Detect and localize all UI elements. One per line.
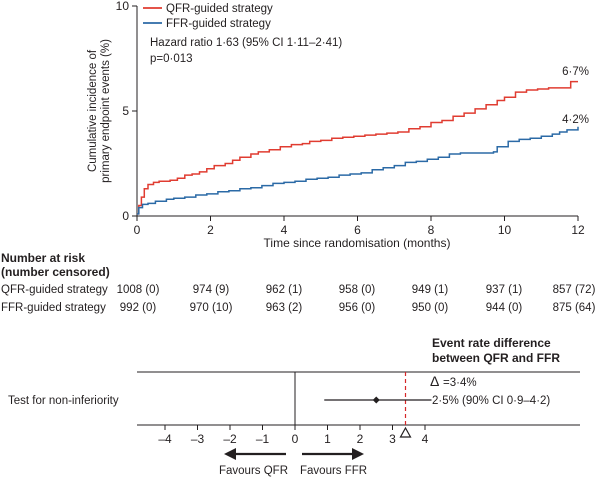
risk-cells: 1008 (0) 974 (9) 962 (1) 958 (0) 949 (1) 937 … <box>117 284 596 314</box>
risk-table: Number at risk (number censored) QFR-gui… <box>1 251 596 314</box>
delta-symbol: Δ <box>430 373 439 389</box>
ffr-curve <box>137 126 579 215</box>
km-x-tick-label: 4 <box>281 223 288 237</box>
legend-qfr-label: QFR-guided strategy <box>166 3 273 15</box>
forest-x-tick-label: –2 <box>223 432 237 446</box>
risk-table-title-line2: (number censored) <box>1 265 110 279</box>
km-x-tick-label: 6 <box>354 223 361 237</box>
km-x-tick-label: 0 <box>134 223 141 237</box>
forest-row-label: Test for non-inferiority <box>8 395 119 407</box>
qfr-curve <box>137 80 578 215</box>
forest-x-tick-label: –1 <box>256 432 270 446</box>
forest-plot: Event rate difference between QFR and FF… <box>8 336 580 477</box>
km-x-tick-label: 12 <box>571 223 585 237</box>
risk-cell: 958 (0) <box>339 284 376 296</box>
risk-cell: 974 (9) <box>193 284 230 296</box>
point-estimate-diamond <box>372 396 380 404</box>
risk-cell: 1008 (0) <box>117 284 160 296</box>
risk-row-label-qfr: QFR-guided strategy <box>1 284 108 296</box>
forest-x-tick-label: 0 <box>292 432 299 446</box>
risk-cell: 962 (1) <box>266 284 303 296</box>
km-y-tick-label: 5 <box>122 104 129 118</box>
delta-label: =3·4% <box>443 377 477 389</box>
qfr-end-label: 6·7% <box>562 66 589 78</box>
favours-ffr-arrowhead <box>352 448 364 460</box>
forest-x-tick-label: 3 <box>389 432 396 446</box>
forest-x-ticks: –4 –3 –2 –1 0 1 2 3 4 <box>158 425 429 446</box>
hazard-ratio-annotation: Hazard ratio 1·63 (95% CI 1·11–2·41) <box>150 37 342 49</box>
forest-x-tick-label: –4 <box>158 432 172 446</box>
p-value-annotation: p=0·013 <box>150 53 193 65</box>
km-y-label-line2: primary endpoint events (%) <box>100 39 112 183</box>
risk-cell: 857 (72) <box>553 284 596 296</box>
km-y-ticks: 0 5 10 <box>116 0 137 223</box>
favours-qfr-label: Favours QFR <box>219 465 288 477</box>
risk-cell: 949 (1) <box>412 284 449 296</box>
forest-header-line1: Event rate difference <box>432 336 551 350</box>
forest-x-tick-label: 1 <box>324 432 331 446</box>
estimate-label: 2·5% (90% CI 0·9–4·2) <box>432 395 550 407</box>
km-y-tick-label: 10 <box>116 0 130 13</box>
km-x-ticks: 0 2 4 6 8 10 12 <box>134 216 585 237</box>
risk-cell: 950 (0) <box>412 302 449 314</box>
forest-x-tick-label: –3 <box>191 432 205 446</box>
ffr-end-label: 4·2% <box>562 114 589 126</box>
risk-row-label-ffr: FFR-guided strategy <box>1 302 106 314</box>
km-x-tick-label: 10 <box>498 223 512 237</box>
risk-cell: 992 (0) <box>120 302 157 314</box>
km-x-tick-label: 2 <box>207 223 214 237</box>
km-x-label: Time since randomisation (months) <box>264 236 451 250</box>
favours-ffr-label: Favours FFR <box>300 465 367 477</box>
km-plot: 0 5 10 0 2 4 6 8 10 12 Cumulative incidence of p… <box>87 0 589 250</box>
favours-qfr-arrowhead <box>224 448 236 460</box>
risk-table-title-line1: Number at risk <box>1 251 85 265</box>
forest-x-tick-label: 4 <box>422 432 429 446</box>
km-x-tick-label: 8 <box>428 223 435 237</box>
risk-cell: 956 (0) <box>339 302 376 314</box>
risk-cell: 944 (0) <box>486 302 523 314</box>
forest-x-tick-label: 2 <box>357 432 364 446</box>
risk-cell: 963 (2) <box>266 302 303 314</box>
forest-header-line2: between QFR and FFR <box>432 351 560 365</box>
risk-cell: 937 (1) <box>486 284 523 296</box>
risk-cell: 875 (64) <box>553 302 596 314</box>
risk-cell: 970 (10) <box>190 302 233 314</box>
legend-ffr-label: FFR-guided strategy <box>166 18 271 30</box>
km-legend: QFR-guided strategy FFR-guided strategy <box>143 3 273 30</box>
margin-triangle-marker <box>399 426 412 438</box>
km-y-label-line1: Cumulative incidence of <box>87 49 99 172</box>
km-y-tick-label: 0 <box>122 209 129 223</box>
